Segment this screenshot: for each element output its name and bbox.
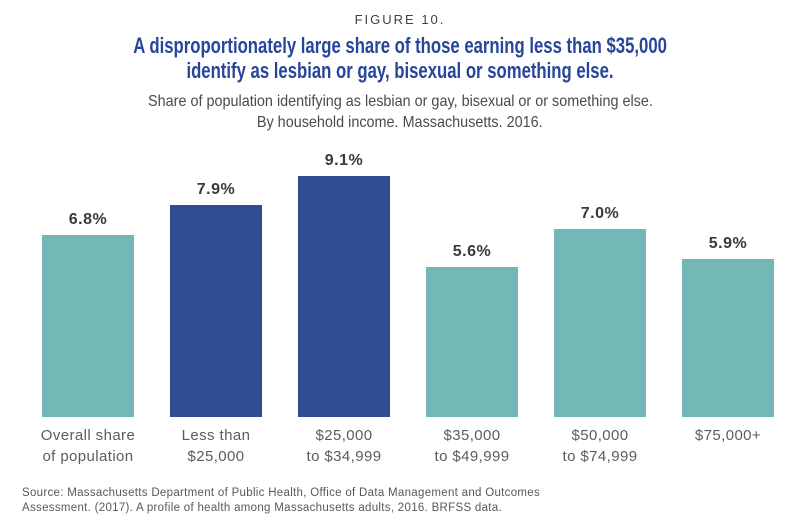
- bar-column: 6.8% Overall share of population: [41, 152, 135, 473]
- figure-label: FIGURE 10.: [354, 12, 446, 27]
- bar-value-label: 5.6%: [452, 242, 492, 260]
- bar: [298, 176, 390, 418]
- bar-category-label: $25,000 to $34,999: [307, 425, 382, 473]
- bar-category-label-line: of population: [42, 448, 134, 465]
- bar: [42, 234, 134, 417]
- bar-category-label: $75,000+: [695, 425, 761, 473]
- bar-value-label: 7.0%: [580, 205, 620, 223]
- bar-column: 5.6% $35,000 to $49,999: [426, 152, 518, 473]
- chart-title-line1: A disproportionately large share of thos…: [133, 33, 667, 58]
- bar: [682, 258, 774, 417]
- bar-category-label-line: $75,000+: [694, 427, 762, 444]
- bar-category-label-line: Less than: [181, 427, 251, 444]
- chart-title-line2: identify as lesbian or gay, bisexual or …: [186, 58, 614, 83]
- bar-category-label: $50,000 to $74,999: [563, 425, 638, 473]
- bar-category-label-line: Overall share: [40, 427, 136, 444]
- bar-category-label-line: to $74,999: [562, 448, 638, 465]
- bar: [426, 266, 518, 417]
- bar-category-label: Less than $25,000: [182, 425, 251, 473]
- bar-column: 7.0% $50,000 to $74,999: [554, 152, 646, 473]
- bar-value-label: 5.9%: [708, 234, 748, 252]
- bar: [170, 205, 262, 417]
- bar-category-label-line: to $34,999: [306, 448, 382, 466]
- bar-value-label: 7.9%: [196, 181, 236, 199]
- bar: [554, 229, 646, 417]
- source-note-line1: Source: Massachusetts Department of Publ…: [22, 487, 541, 499]
- bar-column: 7.9% Less than $25,000: [170, 152, 262, 473]
- bar-category-label-line: $25,000: [187, 448, 245, 465]
- bar-category-label-line: to $49,999: [434, 448, 510, 465]
- bar-category-label-line: $25,000: [315, 427, 373, 445]
- bar-category-label-line: $35,000: [443, 427, 501, 444]
- chart-subtitle-line1: Share of population identifying as lesbi…: [147, 93, 653, 110]
- source-note-line2: Assessment. (2017). A profile of health …: [22, 502, 502, 514]
- source-note: Source: Massachusetts Department of Publ…: [22, 486, 780, 516]
- bar-chart: 6.8% Overall share of population 7.9% Less t…: [41, 152, 774, 473]
- bar-column: 9.1% $25,000 to $34,999: [298, 152, 390, 473]
- bar-category-label: $35,000 to $49,999: [435, 425, 510, 473]
- chart-subtitle: Share of population identifying as lesbi…: [0, 91, 800, 133]
- bar-value-label: 9.1%: [324, 152, 364, 169]
- bar-category-label-line: $50,000: [571, 427, 629, 444]
- chart-title: A disproportionately large share of thos…: [0, 33, 800, 83]
- bar-value-label: 6.8%: [68, 210, 108, 228]
- bar-column: 5.9% $75,000+: [682, 152, 774, 473]
- chart-subtitle-line2: By household income. Massachusetts. 2016…: [257, 114, 543, 131]
- bar-category-label: Overall share of population: [41, 425, 135, 473]
